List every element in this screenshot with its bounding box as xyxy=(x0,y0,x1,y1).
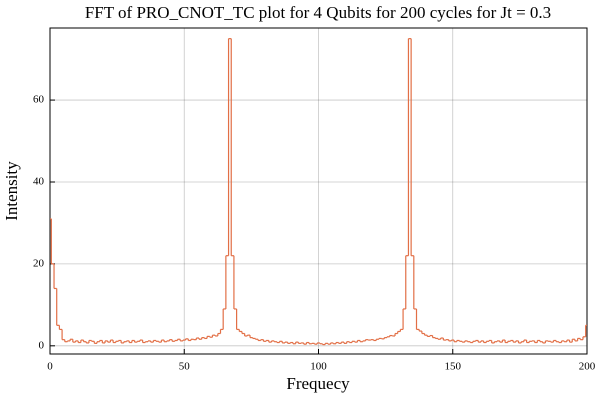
x-tick-label: 50 xyxy=(179,361,191,373)
y-tick-label: 0 xyxy=(39,339,45,351)
y-tick-label: 40 xyxy=(33,176,45,188)
chart-title: FFT of PRO_CNOT_TC plot for 4 Qubits for… xyxy=(85,3,551,22)
y-tick-label: 60 xyxy=(33,94,45,106)
x-tick-label: 200 xyxy=(579,361,596,373)
x-tick-label: 100 xyxy=(310,361,327,373)
x-tick-label: 150 xyxy=(445,361,462,373)
x-tick-label: 0 xyxy=(47,361,53,373)
y-tick-label: 20 xyxy=(33,257,45,269)
y-axis-label: Intensity xyxy=(2,161,21,221)
plot-frame xyxy=(49,27,588,355)
x-axis-label: Frequecy xyxy=(286,374,350,393)
